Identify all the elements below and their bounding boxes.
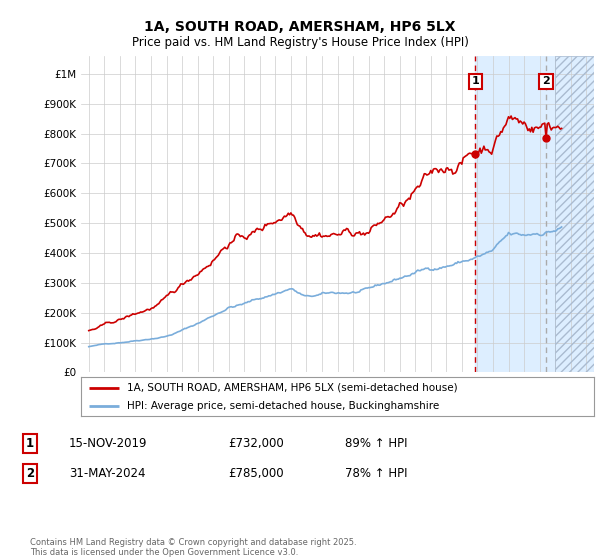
Text: £785,000: £785,000 [228,466,284,480]
Text: Contains HM Land Registry data © Crown copyright and database right 2025.
This d: Contains HM Land Registry data © Crown c… [30,538,356,557]
Text: 1: 1 [26,437,34,450]
Bar [555,56,594,372]
Text: 15-NOV-2019: 15-NOV-2019 [69,437,148,450]
Text: 1: 1 [472,76,479,86]
Text: 1A, SOUTH ROAD, AMERSHAM, HP6 5LX: 1A, SOUTH ROAD, AMERSHAM, HP6 5LX [144,20,456,34]
Text: £732,000: £732,000 [228,437,284,450]
Bar [475,56,594,372]
Text: 78% ↑ HPI: 78% ↑ HPI [345,466,407,480]
Text: 31-MAY-2024: 31-MAY-2024 [69,466,146,480]
Text: HPI: Average price, semi-detached house, Buckinghamshire: HPI: Average price, semi-detached house,… [127,401,439,411]
Text: 1A, SOUTH ROAD, AMERSHAM, HP6 5LX (semi-detached house): 1A, SOUTH ROAD, AMERSHAM, HP6 5LX (semi-… [127,382,458,393]
Text: Price paid vs. HM Land Registry's House Price Index (HPI): Price paid vs. HM Land Registry's House … [131,36,469,49]
Text: 89% ↑ HPI: 89% ↑ HPI [345,437,407,450]
Text: 2: 2 [26,466,34,480]
Text: 2: 2 [542,76,550,86]
